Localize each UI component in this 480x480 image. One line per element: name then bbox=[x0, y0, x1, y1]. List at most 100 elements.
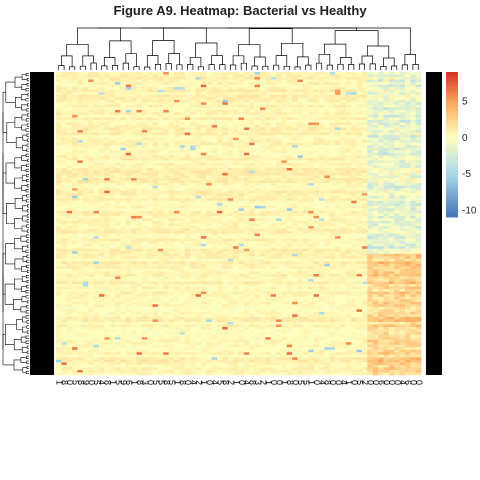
heatmap-cell bbox=[319, 127, 325, 131]
heatmap-cell bbox=[88, 236, 94, 240]
heatmap-cell bbox=[141, 117, 148, 121]
heatmap-cell bbox=[324, 92, 331, 96]
heatmap-cell bbox=[378, 233, 384, 237]
heatmap-cell bbox=[351, 104, 357, 108]
heatmap-cell bbox=[410, 130, 416, 133]
heatmap-cell bbox=[324, 178, 331, 181]
heatmap-cell bbox=[356, 175, 363, 179]
heatmap-cell bbox=[243, 185, 250, 189]
heatmap-cell bbox=[345, 246, 352, 250]
heatmap-cell bbox=[147, 112, 153, 116]
heatmap-cell bbox=[276, 117, 282, 121]
heatmap-cell bbox=[319, 183, 325, 186]
heatmap-cell bbox=[270, 236, 277, 240]
heatmap-cell bbox=[98, 220, 105, 224]
heatmap-cell bbox=[254, 198, 261, 202]
dendrogram-branch bbox=[25, 370, 29, 374]
heatmap-cell bbox=[98, 122, 105, 126]
heatmap-cell bbox=[302, 72, 309, 75]
heatmap-cell bbox=[270, 142, 277, 146]
heatmap-cell bbox=[184, 175, 191, 179]
heatmap-cell bbox=[56, 150, 62, 154]
heatmap-cell bbox=[319, 170, 325, 174]
heatmap-cell bbox=[367, 190, 374, 194]
heatmap-cell bbox=[270, 205, 277, 209]
heatmap-cell bbox=[233, 147, 239, 151]
heatmap-cell bbox=[179, 94, 186, 98]
heatmap-cell bbox=[115, 152, 121, 156]
heatmap-cell bbox=[388, 87, 395, 91]
heatmap-cell bbox=[302, 112, 309, 116]
heatmap-cell bbox=[265, 243, 272, 247]
heatmap-cell bbox=[259, 215, 266, 219]
heatmap-cell bbox=[361, 167, 368, 171]
heatmap-cell bbox=[184, 180, 191, 184]
heatmap-cell bbox=[276, 170, 282, 174]
heatmap-cell bbox=[195, 205, 202, 209]
heatmap-cell bbox=[292, 165, 298, 169]
heatmap-cell bbox=[367, 180, 374, 184]
heatmap-cell bbox=[351, 119, 357, 123]
heatmap-cell bbox=[120, 238, 127, 242]
heatmap-cell bbox=[227, 122, 234, 126]
heatmap-cell bbox=[217, 220, 223, 224]
heatmap-cell bbox=[383, 77, 390, 80]
heatmap-cell bbox=[88, 130, 94, 133]
heatmap-cell bbox=[361, 210, 368, 214]
heatmap-cell bbox=[410, 243, 416, 247]
heatmap-cell bbox=[345, 243, 352, 247]
heatmap-cell bbox=[72, 243, 78, 247]
heatmap-cell bbox=[211, 175, 218, 179]
heatmap-cell bbox=[329, 145, 336, 149]
heatmap-cell bbox=[383, 180, 390, 184]
heatmap-cell bbox=[340, 127, 347, 131]
heatmap-cell bbox=[184, 152, 191, 156]
heatmap-cell bbox=[286, 72, 293, 75]
heatmap-cell bbox=[184, 167, 191, 171]
heatmap-cell bbox=[233, 145, 239, 149]
heatmap-cell bbox=[93, 125, 100, 128]
heatmap-cell bbox=[383, 155, 390, 159]
heatmap-cell bbox=[61, 157, 68, 161]
heatmap-cell bbox=[415, 193, 422, 197]
heatmap-cell bbox=[56, 175, 62, 179]
heatmap-cell bbox=[243, 236, 250, 240]
heatmap-cell bbox=[308, 203, 314, 207]
heatmap-cell bbox=[399, 198, 406, 202]
heatmap-cell bbox=[313, 162, 320, 166]
heatmap-cell bbox=[163, 208, 170, 212]
heatmap-cell bbox=[410, 119, 416, 123]
heatmap-cell bbox=[115, 248, 121, 252]
heatmap-cell bbox=[335, 233, 341, 237]
heatmap-cell bbox=[115, 79, 121, 83]
heatmap-cell bbox=[93, 150, 100, 154]
heatmap-cell bbox=[415, 183, 422, 186]
heatmap-cell bbox=[141, 180, 148, 184]
heatmap-cell bbox=[147, 183, 153, 186]
heatmap-cell bbox=[88, 97, 94, 101]
heatmap-cell bbox=[340, 205, 347, 209]
heatmap-cell bbox=[109, 137, 116, 141]
heatmap-cell bbox=[286, 79, 293, 83]
heatmap-cell bbox=[152, 82, 159, 85]
heatmap-cell bbox=[243, 231, 250, 234]
heatmap-cell bbox=[367, 188, 374, 192]
heatmap-cell bbox=[249, 193, 255, 197]
heatmap-cell bbox=[378, 142, 384, 146]
heatmap-cell bbox=[233, 233, 239, 237]
heatmap-cell bbox=[109, 135, 116, 139]
heatmap-cell bbox=[302, 82, 309, 85]
heatmap-cell bbox=[254, 150, 261, 154]
heatmap-cell bbox=[184, 99, 191, 103]
heatmap-cell bbox=[243, 246, 250, 250]
heatmap-cell bbox=[61, 127, 68, 131]
heatmap-cell bbox=[217, 142, 223, 146]
heatmap-cell bbox=[109, 77, 116, 80]
heatmap-cell bbox=[98, 155, 105, 159]
heatmap-cell bbox=[136, 203, 143, 207]
dendrogram-branch bbox=[232, 55, 245, 65]
heatmap-cell bbox=[345, 160, 352, 164]
heatmap-cell bbox=[227, 210, 234, 214]
heatmap-cell bbox=[195, 220, 202, 224]
heatmap-cell bbox=[335, 208, 341, 212]
